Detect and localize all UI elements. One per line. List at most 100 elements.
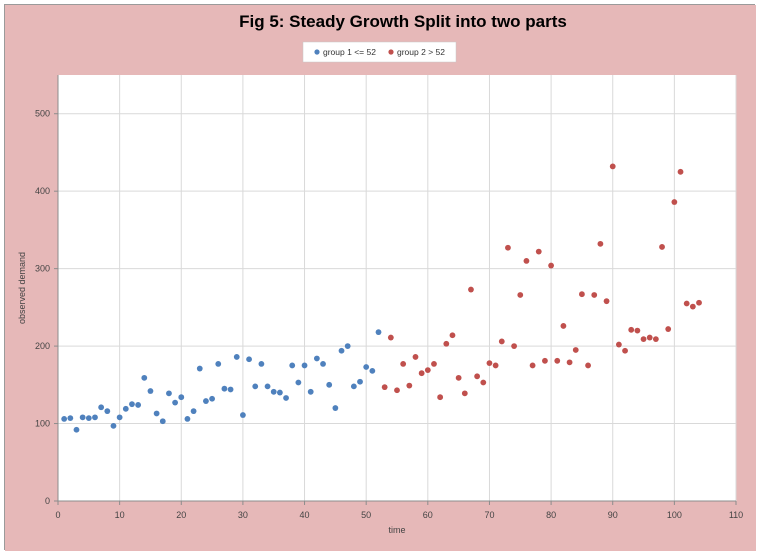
data-point-group-1 [184,415,191,422]
data-point-group-2 [443,340,450,347]
data-point-group-2 [387,334,394,341]
data-point-group-1 [338,347,345,354]
data-point-group-1 [258,361,265,367]
data-point-group-2 [572,347,579,353]
x-tick-label: 100 [667,510,682,520]
data-point-group-2 [523,257,530,264]
x-tick-label: 110 [729,510,743,520]
data-point-group-2 [566,359,573,366]
data-point-group-1 [350,383,357,390]
data-point-group-1 [332,405,339,411]
chart-area: Fig 5: Steady Growth Split into two part… [4,4,756,551]
data-point-group-2 [603,298,610,305]
data-point-group-1 [221,385,228,392]
data-point-group-2 [418,370,425,377]
data-point-group-1 [92,414,98,421]
x-tick-label: 80 [546,510,556,520]
data-point-group-1 [190,408,197,415]
data-point-group-1 [344,343,351,349]
data-point-group-1 [147,388,154,394]
data-point-group-2 [628,326,635,333]
y-tick-label: 300 [35,264,50,274]
data-point-group-2 [696,299,702,306]
data-point-group-2 [511,343,518,349]
data-point-group-2 [659,244,665,250]
data-point-group-1 [122,405,129,412]
data-point-group-1 [283,395,289,401]
series-group-1 [61,329,382,433]
x-tick-label: 90 [608,510,618,520]
scatter-chart: Fig 5: Steady Growth Split into two part… [5,5,756,551]
data-point-group-2 [548,262,554,269]
data-point-group-1 [135,402,142,408]
data-point-group-1 [79,414,86,421]
plot-area [58,75,736,501]
data-point-group-1 [357,378,363,385]
data-point-group-2 [689,303,696,310]
data-point-group-2 [424,367,431,374]
x-tick-label: 50 [361,510,371,520]
data-point-group-2 [652,336,659,343]
data-point-group-2 [579,291,585,298]
data-point-group-2 [394,387,400,394]
y-tick-label: 400 [35,186,50,196]
data-point-group-2 [480,379,487,386]
data-point-group-1 [110,422,117,429]
legend-label-group-1: group 1 <= 52 [323,47,376,57]
series-group-2 [381,163,702,401]
data-point-group-2 [591,292,598,298]
axes [54,75,737,505]
data-point-group-1 [104,408,111,415]
y-tick-label: 0 [45,496,50,506]
data-point-group-2 [640,336,647,343]
data-point-group-1 [85,415,92,422]
x-tick-label: 70 [484,510,494,520]
data-point-group-2 [468,286,474,293]
data-point-group-1 [270,388,277,395]
data-point-group-2 [609,163,616,170]
data-point-group-1 [129,401,135,408]
data-point-group-1 [73,426,80,433]
data-point-group-2 [455,374,462,381]
y-tick-labels: 0 100 200 300 400 500 [35,109,50,506]
data-point-group-1 [264,383,271,390]
data-point-group-2 [412,354,419,360]
data-point-group-2 [529,362,536,369]
data-point-group-2 [400,361,407,367]
data-point-group-2 [474,373,481,380]
x-tick-label: 60 [423,510,433,520]
x-tick-label: 30 [238,510,248,520]
data-point-group-1 [369,367,376,374]
data-point-group-1 [215,361,222,367]
x-tick-label: 10 [115,510,125,520]
data-point-group-2 [381,384,388,391]
y-tick-label: 500 [35,109,50,119]
data-point-group-1 [166,390,172,397]
data-point-group-1 [227,386,234,393]
data-point-group-1 [276,389,283,396]
data-point-group-1 [61,415,68,422]
data-point-group-2 [665,326,672,332]
data-point-group-1 [209,395,215,402]
data-point-group-1 [153,410,160,417]
data-point-group-2 [449,332,456,339]
legend: group 1 <= 52 group 2 > 52 [302,41,457,63]
data-point-group-1 [196,365,203,372]
x-tick-labels: 0 10 20 30 40 50 60 70 80 90 100 110 [55,510,743,520]
data-point-group-1 [363,364,370,370]
data-point-group-2 [542,357,548,364]
data-point-group-1 [375,329,382,336]
data-point-group-2 [486,360,493,367]
data-point-group-1 [307,388,314,395]
data-point-group-1 [246,356,252,363]
data-point-group-2 [535,248,542,255]
data-point-group-1 [67,415,74,422]
data-point-group-1 [172,399,179,406]
data-point-group-2 [597,240,604,247]
data-point-group-2 [554,357,561,364]
legend-marker-group-2 [388,49,394,55]
chart-title: Fig 5: Steady Growth Split into two part… [239,12,567,31]
data-point-group-2 [498,338,505,345]
legend-label-group-2: group 2 > 52 [397,47,445,57]
data-point-group-1 [178,394,185,401]
